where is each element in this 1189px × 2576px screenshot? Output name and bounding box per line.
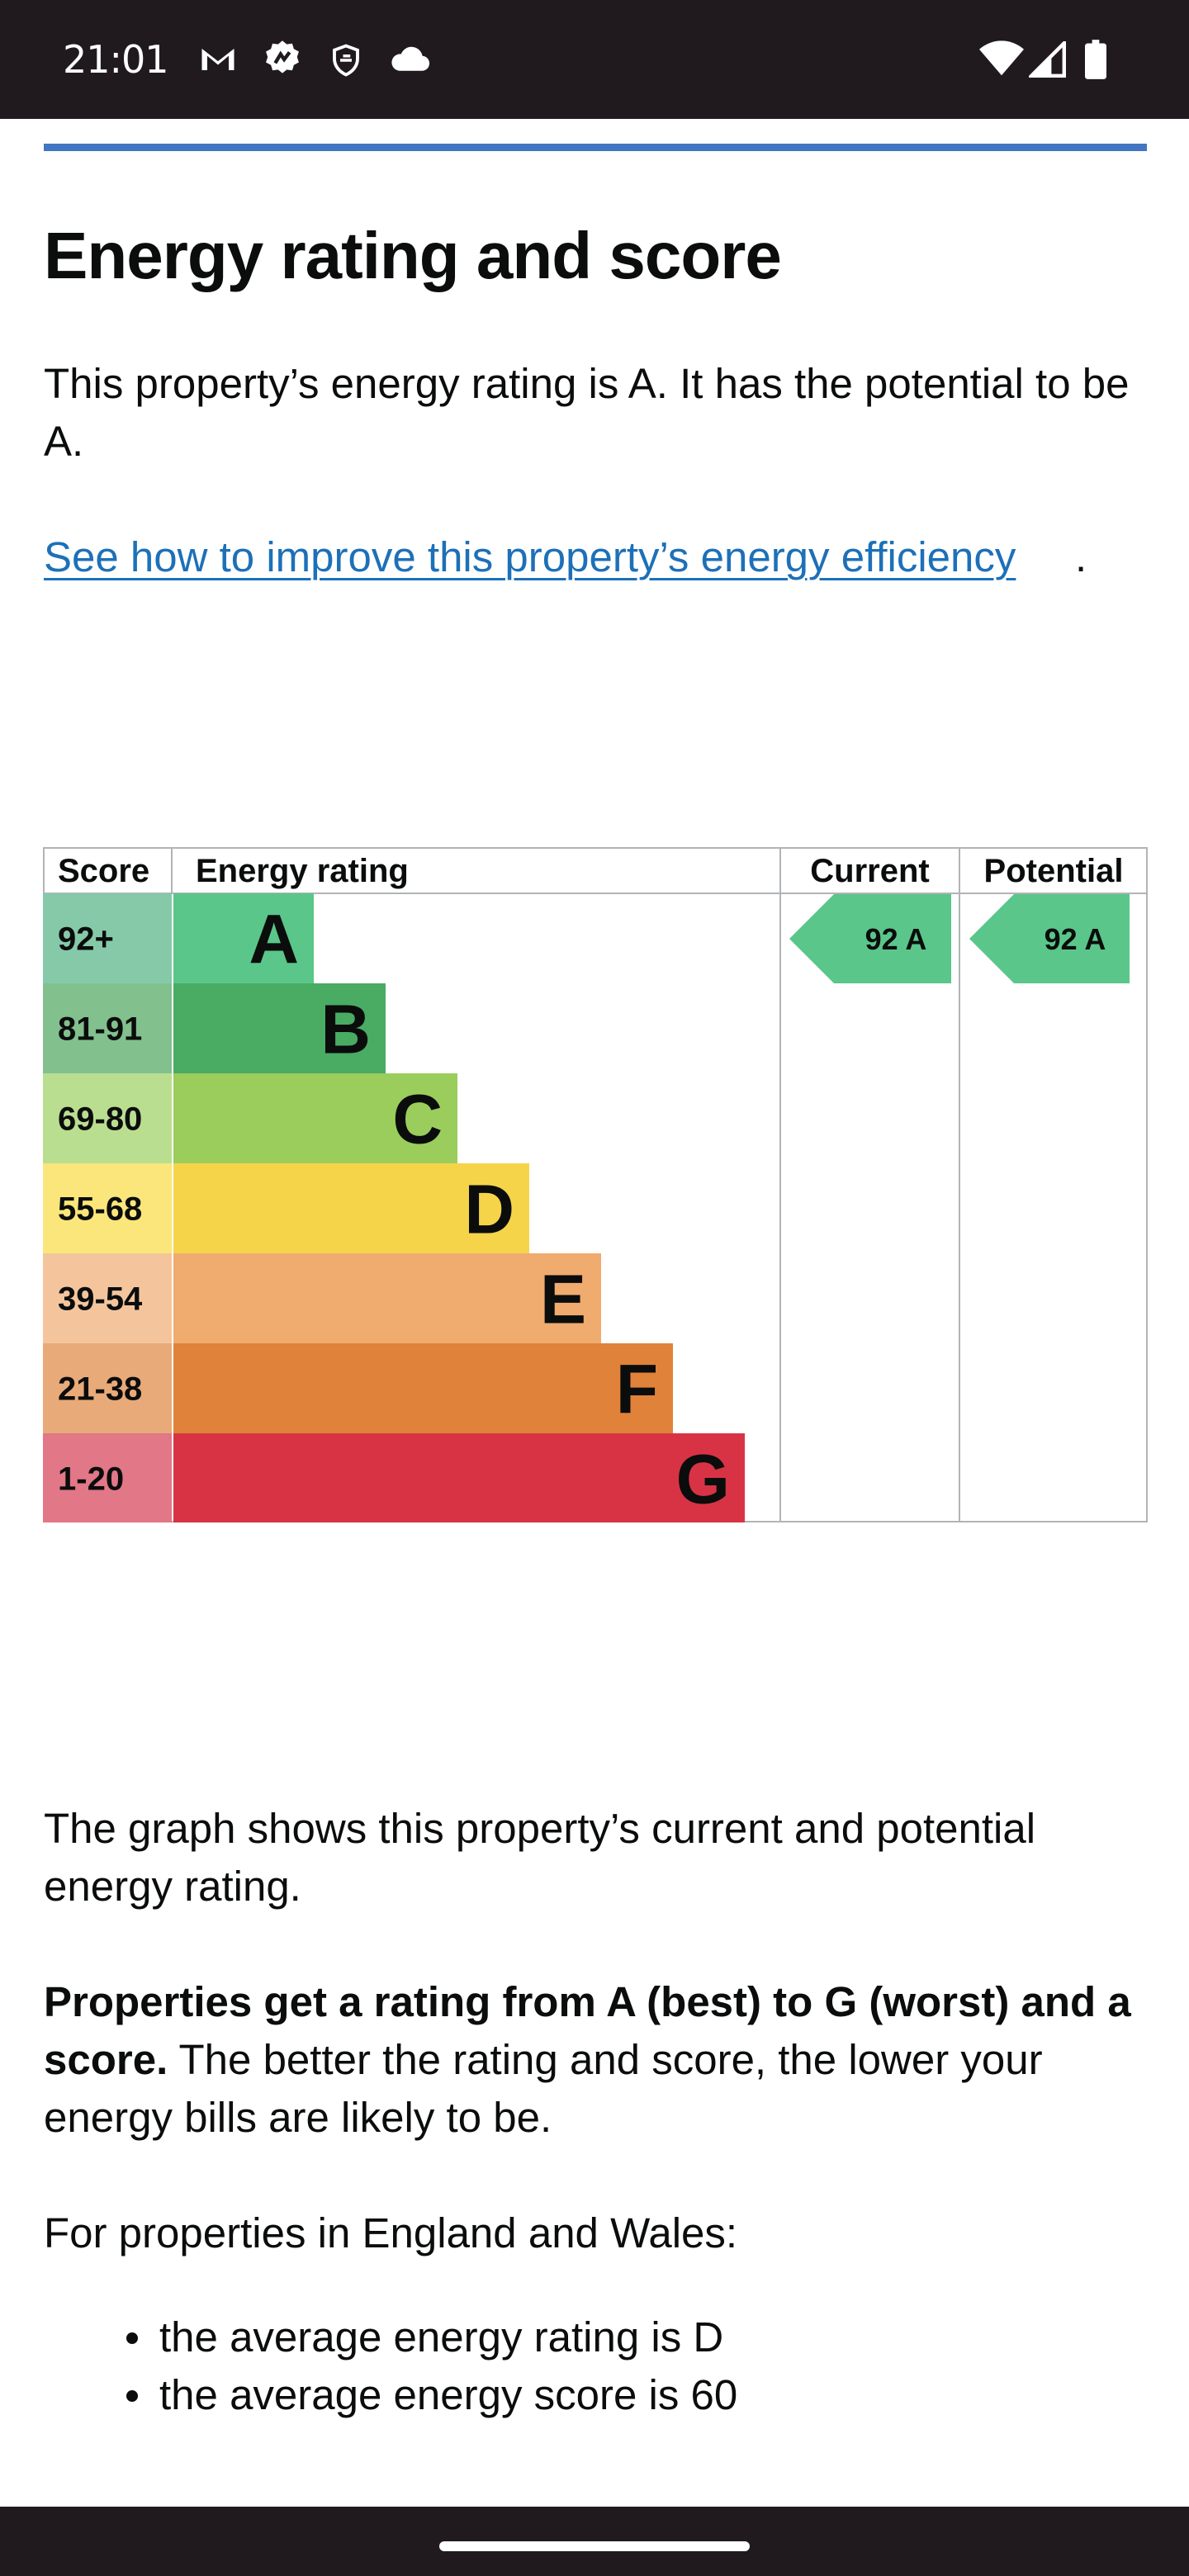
score-cell-e [43,1253,172,1343]
list-item: the average energy score is 60 [44,2366,737,2424]
status-time: 21:01 [63,37,169,82]
bands-explanation: Properties get a rating from A (best) to… [44,1973,1150,2147]
shield-icon [329,43,363,78]
list-item: the average energy rating is D [44,2308,737,2366]
gmail-icon [197,38,239,81]
home-gesture-handle[interactable] [439,2541,750,2551]
rating-letter-e: E [540,1261,586,1338]
score-label-e: 39-54 [58,1281,143,1318]
link-suffix: . [1075,533,1087,580]
score-cell-a [43,893,172,983]
list-item-text: the average energy score is 60 [159,2371,738,2418]
energy-rating-chart: Score Energy rating Current Potential 92+ A 81… [43,847,1148,1522]
score-cell-b [43,983,172,1073]
current-rating-arrow-label: 92 A [865,922,927,956]
rating-bar-c [173,1073,457,1163]
wifi-icon [979,40,1024,78]
score-label-a: 92+ [58,921,114,958]
rating-bar-f [173,1343,673,1433]
score-label-d: 55-68 [58,1191,142,1228]
rating-bar-b [173,983,386,1073]
header-energy-rating: Energy rating [196,853,409,889]
score-cell-c [43,1073,172,1163]
settings-badge-icon [261,38,304,81]
score-cell-d [43,1163,172,1253]
rating-letter-f: F [616,1351,658,1428]
status-bar: 21:01 [0,0,1189,119]
header-potential: Potential [984,853,1124,889]
rating-letter-d: D [464,1171,514,1248]
rating-bar-a [173,893,314,983]
score-label-f: 21-38 [58,1371,142,1408]
score-label-c: 69-80 [58,1101,142,1138]
rating-letter-c: C [392,1081,443,1158]
score-label-g: 1-20 [58,1461,124,1498]
graph-explanation: The graph shows this property’s current … [44,1805,1036,1910]
navigation-bar [0,2507,1189,2576]
rating-summary: This property’s energy rating is A. It h… [44,360,1130,465]
bands-explanation-rest: The better the rating and score, the low… [44,2036,1043,2141]
rating-letter-g: G [676,1441,730,1518]
improve-efficiency-link[interactable]: See how to improve this property’s energ… [44,533,1016,580]
bullet-icon [126,2390,138,2402]
bands-explanation-bold: Properties get a rating from A (best) to… [44,1978,1131,2083]
page-title: Energy rating and score [44,219,782,292]
rating-bar-e [173,1253,601,1343]
potential-rating-arrow-label: 92 A [1045,922,1106,956]
cloud-icon [388,38,433,78]
potential-rating-arrow [969,894,1130,983]
rating-letter-b: B [320,991,371,1068]
header-score: Score [58,853,149,889]
score-cell-f [43,1343,172,1433]
current-rating-arrow [789,894,951,983]
bullet-icon [126,2332,138,2344]
header-current: Current [810,853,929,889]
score-label-b: 81-91 [58,1011,142,1048]
rating-letter-a: A [249,901,299,978]
score-cell-g [43,1433,172,1522]
rating-bar-g [173,1433,745,1522]
energy-rating-chart-svg: Score Energy rating Current Potential 92+ A 81… [43,847,1148,1522]
rating-bar-d [173,1163,529,1253]
section-top-rule [44,144,1147,151]
signal-icon [1029,41,1067,78]
region-intro: For properties in England and Wales: [44,2209,738,2256]
battery-icon [1085,40,1106,79]
average-list: the average energy rating is D the avera… [44,2308,737,2424]
list-item-text: the average energy rating is D [159,2313,724,2361]
